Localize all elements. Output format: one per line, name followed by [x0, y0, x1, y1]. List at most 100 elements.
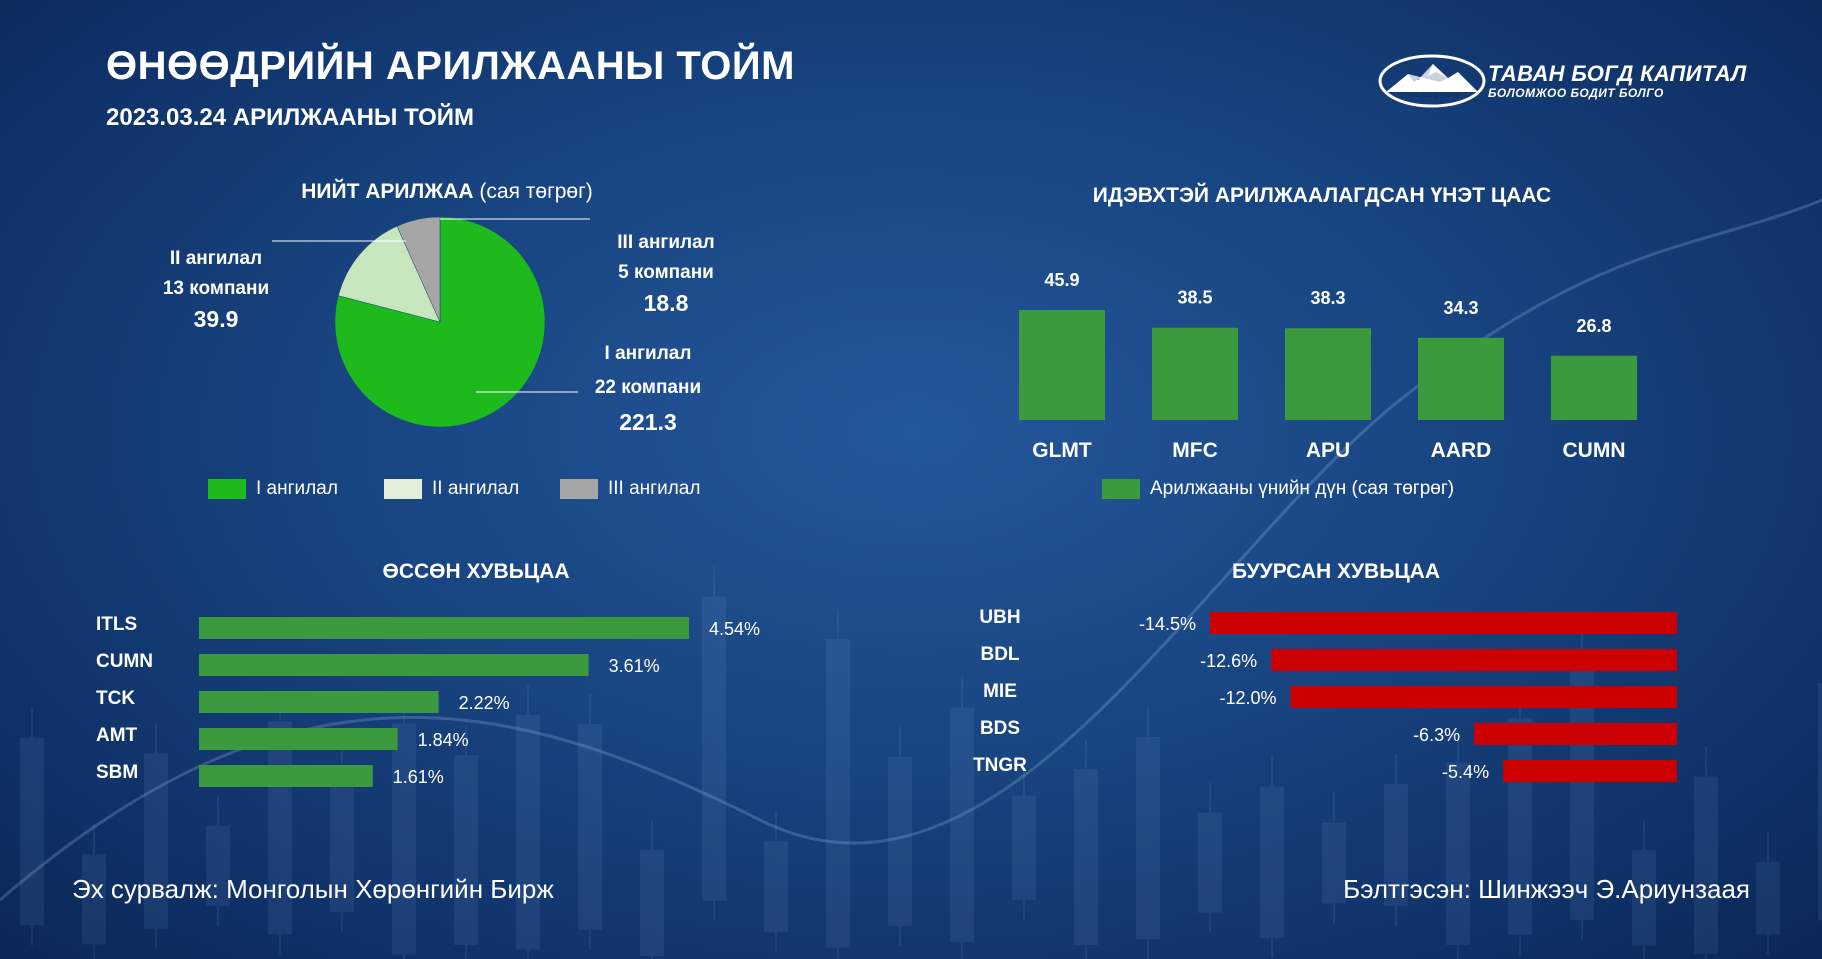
pie-slice-cat2: [338, 225, 441, 323]
bar-value-label: 45.9: [1044, 270, 1079, 290]
loser-ticker: TNGR: [973, 755, 1027, 776]
candle-body: [764, 840, 788, 933]
gainer-bar-itls: [199, 617, 689, 639]
bar-category-label: CUMN: [1563, 439, 1626, 462]
gainers-chart: ITLS 4.54% CUMN 3.61% TCK 2.22% AMT 1.84% SBM 1.6…: [96, 614, 760, 787]
legend-label-turnover: Арилжааны үнийн дүн (сая төгрөг): [1150, 478, 1455, 499]
pie-title-unit: (сая төгрөг): [479, 180, 593, 203]
bar-category-label: AARD: [1431, 439, 1492, 462]
legend-label-cat2: II ангилал: [432, 478, 520, 499]
bar-category-label: GLMT: [1032, 439, 1092, 462]
loser-bar-mie: [1290, 686, 1677, 708]
candle-body: [1260, 786, 1284, 938]
gainer-value-label: 2.22%: [459, 693, 510, 713]
candle-body: [330, 778, 354, 913]
pie-label-cat3-count: 5 компани: [618, 262, 714, 283]
loser-value-label: -5.4%: [1442, 762, 1489, 782]
candle-body: [20, 737, 44, 926]
loser-bar-bdl: [1271, 649, 1677, 671]
candle-body: [826, 639, 850, 948]
bar-value-label: 34.3: [1443, 298, 1478, 318]
loser-ticker: MIE: [983, 681, 1017, 702]
legend-swatch-cat1: [208, 479, 246, 499]
gainer-value-label: 1.61%: [393, 767, 444, 787]
candle-body: [268, 721, 292, 935]
candle-body: [1756, 861, 1780, 935]
pie-legend-cat2: II ангилал: [384, 478, 519, 500]
gainer-value-label: 4.54%: [709, 619, 760, 639]
bar-value-label: 38.5: [1177, 288, 1212, 308]
candle-body: [392, 723, 416, 955]
loser-bar-tngr: [1503, 760, 1677, 782]
logo-name: ТАВАН БОГД КАПИТАЛ: [1488, 61, 1747, 86]
candle-body: [1136, 736, 1160, 940]
gainer-value-label: 1.84%: [418, 730, 469, 750]
author-note: Бэлтгэсэн: Шинжээч Э.Ариунзаая: [1343, 874, 1750, 904]
loser-value-label: -6.3%: [1413, 725, 1460, 745]
gainer-ticker: AMT: [96, 725, 138, 746]
gainer-ticker: SBM: [96, 762, 138, 783]
bar-category-label: APU: [1306, 439, 1350, 462]
page-subtitle: 2023.03.24 АРИЛЖААНЫ ТОЙМ: [106, 104, 475, 131]
pie-chart-title: НИЙТ АРИЛЖАА (сая төгрөг): [282, 180, 612, 204]
candle-body: [82, 854, 106, 945]
pie-label-cat3-name: III ангилал: [617, 232, 715, 253]
page-title: ӨНӨӨДРИЙН АРИЛЖААНЫ ТОЙМ: [106, 44, 795, 88]
loser-ticker: BDS: [980, 718, 1020, 739]
pie-label-cat1-count: 22 компани: [594, 377, 702, 398]
legend-swatch-turnover: [1102, 479, 1140, 499]
bar-cumn: [1551, 355, 1637, 420]
source-note: Эх сурвалж: Монголын Хөрөнгийн Бирж: [72, 874, 554, 904]
candle-body: [1322, 822, 1346, 904]
logo-group-text: ТАВАН БОГД ГРУПП: [1400, 93, 1460, 99]
candle-body: [640, 850, 664, 956]
mountain-logo-icon: [1378, 54, 1486, 108]
pie-label-cat3: III ангилал 5 компани 18.8: [600, 228, 732, 318]
candle-body: [144, 753, 168, 929]
pie-slice-cat1: [334, 216, 546, 428]
pie-slice-cat3: [396, 216, 441, 323]
logo-slogan: БОЛОМЖОО БОДИТ БОЛГО: [1488, 86, 1664, 100]
active-securities-chart: 45.9 GLMT 38.5 MFC 38.3 APU 34.3 AARD 26.8 CUMN: [1019, 270, 1637, 462]
active-securities-title: ИДЭВХТЭЙ АРИЛЖААЛАГДСАН ҮНЭТ ЦААС: [1092, 184, 1552, 207]
losers-chart: UBH -14.5% BDL -12.6% MIE -12.0% BDS -6.3% TNGR -…: [973, 607, 1677, 782]
pie-legend-cat3: III ангилал: [560, 478, 700, 500]
candle-body: [1632, 850, 1656, 946]
loser-value-label: -12.0%: [1219, 688, 1276, 708]
bar-category-label: MFC: [1172, 439, 1218, 462]
candle-body: [516, 714, 540, 950]
pie-label-cat2: II ангилал 13 компани 39.9: [150, 244, 282, 334]
loser-value-label: -12.6%: [1200, 651, 1257, 671]
pie-legend-cat1: I ангилал: [208, 478, 338, 500]
candle-body: [1012, 795, 1036, 900]
bar-value-label: 38.3: [1310, 288, 1345, 308]
candle-body: [1446, 762, 1470, 945]
active-securities-legend: Арилжааны үнийн дүн (сая төгрөг): [1102, 478, 1454, 500]
candle-body: [888, 756, 912, 926]
candle-body: [454, 755, 478, 945]
bar-value-label: 26.8: [1576, 316, 1611, 336]
candle-body: [578, 724, 602, 930]
gainer-bar-amt: [199, 728, 398, 750]
bar-apu: [1285, 328, 1371, 420]
gainer-bar-sbm: [199, 765, 373, 787]
pie-label-cat2-value: 39.9: [193, 306, 239, 332]
loser-ticker: BDL: [980, 644, 1019, 665]
gainer-ticker: CUMN: [96, 651, 153, 672]
gainer-value-label: 3.61%: [609, 656, 660, 676]
legend-swatch-cat2: [384, 479, 422, 499]
candle-body: [1198, 812, 1222, 913]
legend-label-cat1: I ангилал: [256, 478, 338, 499]
candle-body: [1384, 783, 1408, 906]
loser-bar-bds: [1474, 723, 1677, 745]
pie-chart: [272, 216, 590, 428]
candle-body: [1074, 769, 1098, 946]
candle-body: [206, 825, 230, 907]
bar-mfc: [1152, 327, 1238, 420]
pie-label-cat1: I ангилал 22 компани 221.3: [580, 337, 716, 439]
losers-title: БУУРСАН ХУВЬЦАА: [1232, 560, 1440, 583]
company-logo: ТАВАН БОГД ГРУПП ТАВАН БОГД КАПИТАЛ БОЛО…: [1378, 52, 1758, 112]
bar-aard: [1418, 337, 1504, 420]
candle-body: [1818, 683, 1822, 921]
pie-label-cat1-name: I ангилал: [604, 343, 692, 364]
